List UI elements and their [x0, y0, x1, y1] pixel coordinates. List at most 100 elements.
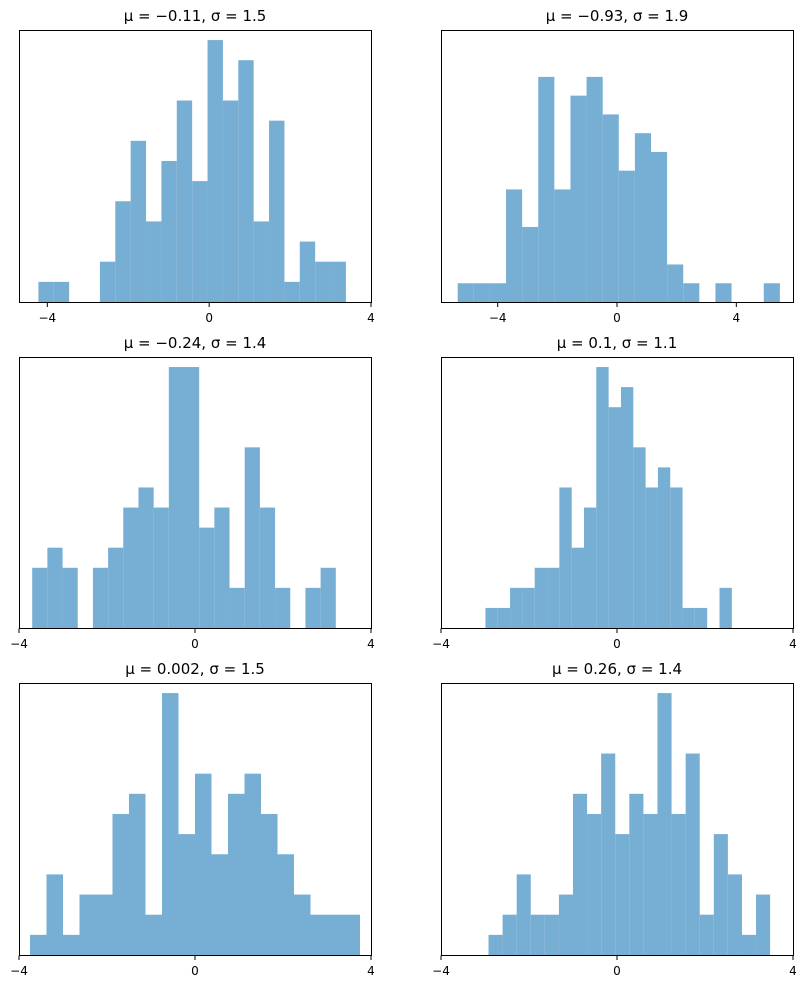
histogram-bar	[699, 914, 714, 955]
histogram-bar	[112, 813, 129, 955]
histogram-bar	[261, 813, 278, 955]
histogram-bar	[277, 854, 294, 955]
histogram-bar	[558, 894, 573, 955]
histogram-bar	[645, 487, 658, 628]
histogram-bar	[138, 487, 154, 628]
histogram-bar	[38, 281, 54, 302]
chart-title: μ = 0.002, σ = 1.5	[125, 660, 265, 678]
histogram-bar	[485, 607, 498, 628]
histogram-bar	[473, 283, 490, 302]
histogram-bar	[620, 387, 634, 628]
histogram-bar	[657, 693, 672, 955]
histogram-bar	[629, 793, 644, 955]
histogram-bar	[554, 189, 571, 302]
histogram-bar	[46, 874, 63, 955]
histogram-bar	[584, 507, 597, 628]
x-tick-label: −4	[432, 637, 450, 651]
histogram-bar	[715, 283, 732, 302]
histogram-bar	[259, 507, 276, 628]
histogram-bar	[30, 934, 47, 955]
histogram-bar	[633, 447, 646, 628]
histogram-bar	[727, 874, 742, 955]
histogram-bar	[99, 261, 116, 302]
histogram-bar	[310, 914, 327, 955]
histogram-bar	[32, 567, 48, 628]
x-tick-label: 0	[613, 311, 621, 325]
histogram-bar	[130, 140, 147, 302]
histogram-bar	[168, 367, 184, 628]
x-tick-label: −4	[38, 311, 56, 325]
histogram-bar	[643, 813, 658, 955]
histogram-bar	[211, 854, 228, 955]
histogram-bar	[161, 160, 177, 302]
histogram-bar	[253, 221, 270, 302]
histogram-bar	[327, 914, 344, 955]
histogram-bar	[667, 264, 684, 302]
histogram-bar	[601, 753, 616, 955]
histogram-bar	[547, 567, 560, 628]
histogram-bar	[608, 407, 621, 628]
histogram-bar	[153, 507, 169, 628]
histogram-bar	[229, 587, 245, 628]
histogram-bar	[47, 547, 63, 628]
histogram-bar	[670, 487, 683, 628]
histogram-bar	[275, 587, 291, 628]
histogram-bar	[756, 894, 771, 955]
x-tick-label: 4	[789, 964, 797, 978]
histogram-bar	[145, 914, 162, 955]
x-tick-label: −4	[10, 964, 28, 978]
histogram-bar	[330, 261, 346, 302]
histogram-bar	[763, 283, 780, 302]
histogram-bar	[178, 834, 195, 955]
histogram-bar	[685, 753, 700, 955]
histogram-bar	[719, 587, 732, 628]
histogram-bar	[538, 76, 555, 303]
histogram-panel-3: −4 0 4 μ = −0.24, σ = 1.4	[10, 334, 375, 651]
histogram-panel-1: −4 0 4 μ = −0.11, σ = 1.5	[19, 7, 375, 325]
histogram-bar	[571, 547, 584, 628]
histogram-bar	[129, 793, 146, 955]
histogram-bar	[62, 567, 78, 628]
axes-frame	[19, 30, 372, 303]
histogram-bar	[516, 874, 531, 955]
x-tick-label: 0	[191, 964, 199, 978]
histogram-bar	[506, 189, 523, 302]
histogram-bar	[530, 914, 545, 955]
histogram-bar	[195, 773, 212, 955]
histogram-bar	[570, 95, 587, 302]
histogram-bar	[694, 607, 708, 628]
chart-title: μ = −0.93, σ = 1.9	[546, 7, 689, 25]
histogram-bar	[534, 567, 548, 628]
histogram-bar	[207, 40, 223, 303]
histogram-bar	[176, 100, 193, 302]
histogram-bar	[615, 834, 630, 955]
histogram-bar	[269, 120, 285, 303]
histogram-bar	[497, 607, 511, 628]
histogram-bar	[651, 151, 668, 302]
histogram-panel-6: −4 0 4 μ = 0.26, σ = 1.4	[432, 660, 797, 978]
x-tick-label: −4	[10, 637, 28, 651]
histogram-bar	[682, 607, 695, 628]
histogram-bar	[222, 100, 239, 302]
histogram-bar	[115, 201, 131, 302]
histogram-bar	[305, 587, 321, 628]
histogram-bar	[244, 773, 261, 955]
histogram-panel-2: −4 0 4 μ = −0.93, σ = 1.9	[441, 7, 794, 325]
chart-title: μ = −0.24, σ = 1.4	[124, 334, 267, 352]
x-tick-label: 4	[789, 637, 797, 651]
histogram-panel-5: −4 0 4 μ = 0.002, σ = 1.5	[10, 660, 375, 978]
histogram-panel-4: −4 0 4 μ = 0.1, σ = 1.1	[432, 334, 797, 651]
chart-title: μ = −0.11, σ = 1.5	[124, 7, 267, 25]
histogram-bar	[671, 813, 686, 955]
histogram-bar	[522, 587, 535, 628]
histogram-bar	[544, 914, 559, 955]
x-tick-label: 0	[613, 637, 621, 651]
histogram-bar	[108, 547, 124, 628]
x-tick-label: 4	[367, 637, 375, 651]
histogram-bar	[713, 834, 728, 955]
histogram-bar	[741, 934, 757, 955]
x-tick-label: −4	[432, 964, 450, 978]
x-tick-label: 4	[367, 311, 375, 325]
x-tick-label: 4	[367, 964, 375, 978]
x-tick-label: −4	[489, 311, 507, 325]
